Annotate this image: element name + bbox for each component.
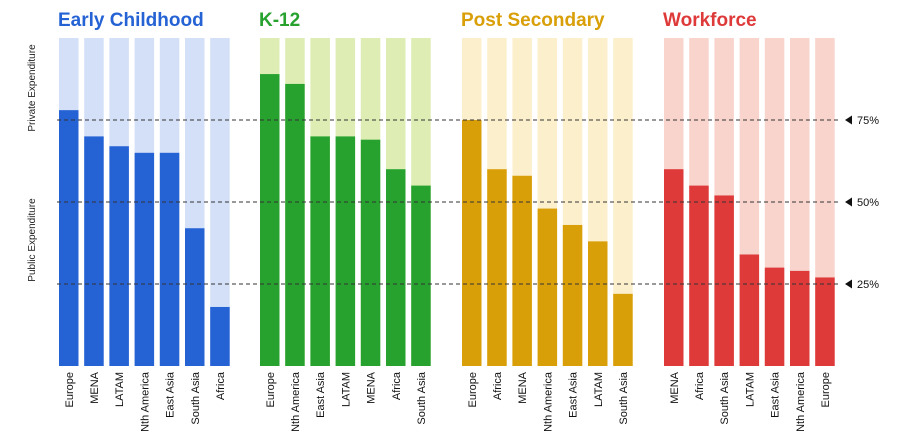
- bar-k-12-latam: [335, 136, 356, 366]
- bar-k-12-africa: [386, 169, 406, 366]
- category-label-k-12-africa: Africa: [391, 371, 403, 400]
- bar-early-childhood-europe: [59, 110, 79, 366]
- y-axis-label-private: Private Expenditure: [27, 44, 38, 132]
- reference-label-25: 25%: [857, 279, 879, 291]
- category-label-post-secondary-nth-america: Nth America: [542, 371, 554, 432]
- category-label-post-secondary-europe: Europe: [467, 372, 479, 407]
- category-label-early-childhood-mena: MENA: [89, 371, 101, 403]
- reference-label-50: 50%: [857, 197, 879, 209]
- category-label-post-secondary-africa: Africa: [492, 371, 504, 400]
- category-label-workforce-nth-america: Nth America: [795, 371, 807, 432]
- value-bars-layer: [59, 74, 835, 367]
- category-label-post-secondary-east-asia: East Asia: [568, 371, 580, 418]
- panel-title-k-12: K-12: [259, 10, 300, 31]
- bar-k-12-south-asia: [411, 185, 431, 366]
- bar-post-secondary-east-asia: [562, 224, 583, 366]
- category-label-workforce-latam: LATAM: [744, 372, 756, 407]
- y-axis-label-public: Public Expenditure: [27, 198, 38, 282]
- bar-early-childhood-nth-america: [134, 152, 155, 366]
- bar-post-secondary-mena: [512, 175, 532, 366]
- reference-marker-25: [845, 279, 852, 289]
- bar-k-12-nth-america: [285, 83, 305, 367]
- bar-workforce-east-asia: [764, 267, 785, 366]
- bar-post-secondary-latam: [588, 241, 608, 366]
- bar-workforce-europe: [815, 277, 835, 366]
- bar-k-12-mena: [360, 139, 381, 366]
- bar-post-secondary-europe: [462, 120, 482, 366]
- bar-k-12-east-asia: [310, 136, 330, 366]
- category-label-k-12-latam: LATAM: [340, 372, 352, 407]
- bar-post-secondary-nth-america: [537, 208, 558, 366]
- category-label-early-childhood-latam: LATAM: [114, 372, 126, 407]
- bar-early-childhood-south-asia: [185, 228, 205, 366]
- category-label-post-secondary-south-asia: South Asia: [618, 371, 630, 424]
- bar-post-secondary-africa: [487, 169, 507, 366]
- bar-early-childhood-africa: [210, 306, 230, 366]
- category-label-early-childhood-east-asia: East Asia: [165, 371, 177, 418]
- bar-early-childhood-latam: [109, 146, 129, 366]
- bar-workforce-south-asia: [714, 195, 734, 366]
- bar-workforce-latam: [739, 254, 760, 366]
- category-label-early-childhood-europe: Europe: [64, 372, 76, 407]
- reference-lines-layer: [57, 115, 852, 289]
- reference-marker-75: [845, 115, 852, 125]
- category-label-k-12-mena: MENA: [366, 371, 378, 403]
- bar-early-childhood-mena: [84, 136, 104, 366]
- bar-workforce-mena: [664, 169, 684, 366]
- category-label-k-12-nth-america: Nth America: [290, 371, 302, 432]
- panel-title-early-childhood: Early Childhood: [58, 10, 204, 31]
- category-label-workforce-mena: MENA: [669, 371, 681, 403]
- category-label-k-12-europe: Europe: [265, 372, 277, 407]
- category-label-early-childhood-africa: Africa: [215, 371, 227, 400]
- reference-label-75: 75%: [857, 115, 879, 127]
- bar-workforce-africa: [689, 185, 709, 366]
- category-label-post-secondary-mena: MENA: [517, 371, 529, 403]
- category-label-k-12-south-asia: South Asia: [416, 371, 428, 424]
- bar-post-secondary-south-asia: [613, 293, 633, 366]
- bar-early-childhood-east-asia: [159, 152, 180, 366]
- category-label-early-childhood-nth-america: Nth America: [139, 371, 151, 432]
- category-label-early-childhood-south-asia: South Asia: [190, 371, 202, 424]
- category-label-k-12-east-asia: East Asia: [315, 371, 327, 418]
- bar-workforce-nth-america: [790, 270, 810, 366]
- category-label-workforce-europe: Europe: [820, 372, 832, 407]
- panel-title-workforce: Workforce: [663, 10, 757, 31]
- category-label-workforce-east-asia: East Asia: [770, 371, 782, 418]
- category-label-workforce-africa: Africa: [694, 371, 706, 400]
- bar-k-12-europe: [260, 74, 280, 366]
- panel-title-post-secondary: Post Secondary: [461, 10, 605, 31]
- category-label-workforce-south-asia: South Asia: [719, 371, 731, 424]
- category-label-post-secondary-latam: LATAM: [593, 372, 605, 407]
- reference-marker-50: [845, 197, 852, 207]
- text-layer: Private Expenditure Public Expenditure E…: [27, 10, 879, 432]
